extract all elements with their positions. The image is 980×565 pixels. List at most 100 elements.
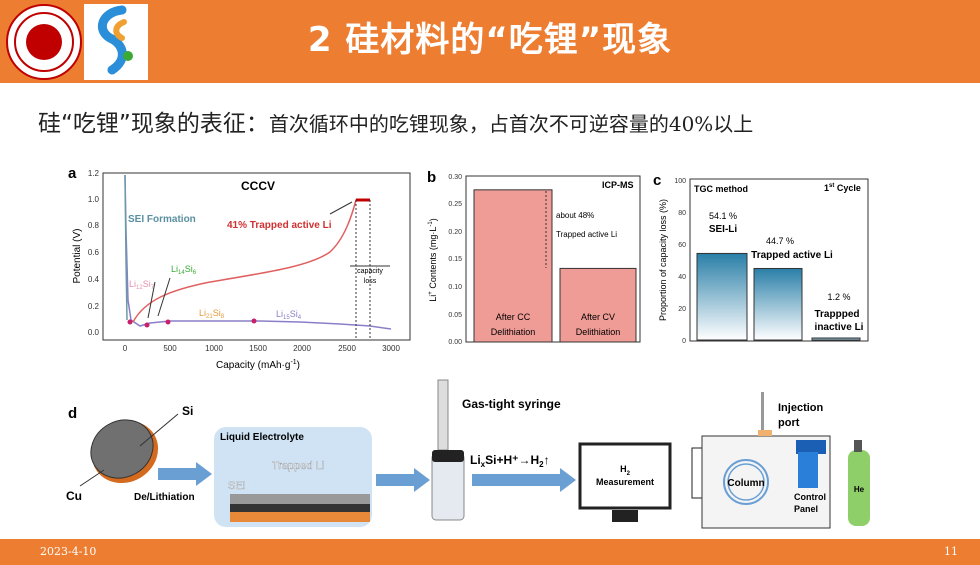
- college-logo-mark: [97, 5, 133, 75]
- d-control-panel: [798, 452, 818, 488]
- d-syringe-label: Gas-tight syringe: [462, 397, 561, 411]
- panel-a-frame: [102, 172, 411, 341]
- panel-d-letter: d: [68, 405, 77, 422]
- panel-c: c 0 20 40 60 80 100 Proportion of capaci…: [653, 172, 869, 345]
- a-discharge-curve: [124, 174, 392, 330]
- d-si-layer: [230, 504, 370, 512]
- d-control-label2: Panel: [794, 504, 818, 514]
- a-point-li21: [251, 318, 257, 324]
- d-he-label: He: [854, 485, 865, 494]
- d-vial-cap: [432, 450, 464, 462]
- b-title: ICP-MS: [602, 180, 634, 190]
- d-si-label: Si: [182, 404, 193, 418]
- a-trapped-pointer: [329, 201, 353, 215]
- slide-subtitle: 硅“吃锂”现象的表征：首次循环中的吃锂现象，占首次不可逆容量的40%以上: [38, 104, 753, 138]
- d-trapped-label: Trapped Li: [272, 460, 324, 472]
- panel-c-frame: [689, 178, 869, 342]
- footer-date: 2023-4-10: [40, 545, 97, 558]
- d-control-top: [796, 440, 826, 454]
- c-bar-1: [696, 252, 748, 341]
- subtitle-rest: 首次循环中的吃锂现象，占首次不可逆容量的40%以上: [268, 112, 754, 136]
- c-ytick-5: 100: [674, 178, 686, 185]
- a-point-li12: [144, 322, 150, 328]
- footer-page-number: 11: [944, 545, 958, 558]
- b-bar-2: [559, 267, 637, 343]
- c-bars: [696, 252, 861, 341]
- d-injection-label2: port: [778, 417, 800, 429]
- c-ytick-0: 0: [682, 338, 686, 345]
- a-pointer-li14: [157, 277, 171, 317]
- a-ytick-4: 0.8: [88, 221, 100, 230]
- a-ytick-5: 1.0: [88, 195, 100, 204]
- a-ylabel: Potential (V): [72, 228, 83, 283]
- a-ytick-1: 0.2: [88, 302, 100, 311]
- a-loss-label2: loss: [364, 278, 377, 285]
- b-bars: [473, 189, 637, 343]
- title-bar: 2 硅材料的“吃锂”现象: [0, 0, 980, 83]
- panel-a-letter: a: [68, 165, 77, 182]
- d-connector: [691, 447, 703, 499]
- d-control-label1: Control: [794, 492, 826, 502]
- d-measurement-label: Measurement: [596, 477, 654, 487]
- a-xtick-4: 2000: [293, 344, 311, 353]
- a-xtick-0: 0: [123, 344, 128, 353]
- a-point-start: [127, 319, 133, 325]
- b-bar2-line1: After CV: [581, 312, 615, 322]
- a-loss-label1: capacity: [357, 268, 383, 275]
- d-he-tank: [848, 450, 870, 526]
- panel-c-letter: c: [653, 172, 661, 189]
- c-ytick-2: 40: [678, 274, 686, 281]
- panel-b: b 0.00 0.05 0.10 0.15 0.20 0.25 0.30 Li+…: [427, 169, 641, 346]
- a-point-li14: [165, 319, 171, 325]
- d-liquid-label: Liquid Electrolyte: [220, 432, 304, 443]
- d-arrow-2: [376, 468, 430, 492]
- a-xtick-3: 1500: [249, 344, 267, 353]
- a-phase-li14: Li14Si6: [171, 264, 197, 276]
- b-bar1-line1: After CC: [496, 312, 531, 322]
- a-ytick-0: 0.0: [88, 328, 100, 337]
- a-phase-li21: Li21Si8: [199, 308, 225, 320]
- slide-title: 2 硅材料的“吃锂”现象: [307, 20, 673, 60]
- d-arrow-1: [158, 462, 212, 486]
- a-xtick-6: 3000: [382, 344, 400, 353]
- a-xlabel: Capacity (mAh·g-1): [216, 359, 300, 371]
- b-ytick-1: 0.05: [448, 312, 462, 319]
- d-cu-layer: [230, 512, 370, 522]
- c-ytick-1: 20: [678, 306, 686, 313]
- a-sei-curve: [124, 174, 128, 321]
- c-bar3-label2: inactive Li: [815, 322, 864, 333]
- c-ytick-3: 60: [678, 242, 686, 249]
- a-ytick-2: 0.4: [88, 275, 100, 284]
- d-arrow-3: [472, 468, 576, 492]
- a-phase-li15: Li15Si4: [276, 309, 302, 321]
- a-title: CCCV: [241, 179, 275, 193]
- d-column-coil: [723, 459, 769, 505]
- b-annot1: about 48%: [556, 211, 594, 220]
- d-sei-layer: [230, 494, 370, 506]
- a-xtick-1: 500: [163, 344, 177, 353]
- b-ytick-6: 0.30: [448, 174, 462, 181]
- a-xtick-2: 1000: [205, 344, 223, 353]
- d-vial: [431, 453, 465, 521]
- b-ytick-5: 0.25: [448, 201, 462, 208]
- c-cycle: 1st Cycle: [824, 183, 861, 193]
- c-bar-3: [811, 337, 861, 341]
- b-annot2: Trapped active Li: [556, 230, 617, 239]
- a-phase-li12: Li12Si7: [129, 279, 155, 291]
- d-cu-pointer: [79, 469, 105, 487]
- d-injection-port: [758, 430, 772, 436]
- d-h2-label: H2: [620, 464, 631, 477]
- b-bar1-line2: Delithiation: [491, 327, 536, 337]
- d-sei-label: SEI: [228, 480, 246, 492]
- a-charge-curve: [132, 199, 370, 323]
- d-monitor: [578, 442, 672, 510]
- d-si-pointer: [139, 413, 179, 447]
- c-bar2-label: Trapped active Li: [751, 250, 833, 261]
- c-bar-2: [753, 267, 803, 341]
- d-injection-label1: Injection: [778, 402, 824, 414]
- b-bar-1: [473, 189, 553, 343]
- a-xtick-5: 2500: [338, 344, 356, 353]
- a-ytick-6: 1.2: [88, 169, 100, 178]
- c-bar3-pct: 1.2 %: [827, 292, 850, 302]
